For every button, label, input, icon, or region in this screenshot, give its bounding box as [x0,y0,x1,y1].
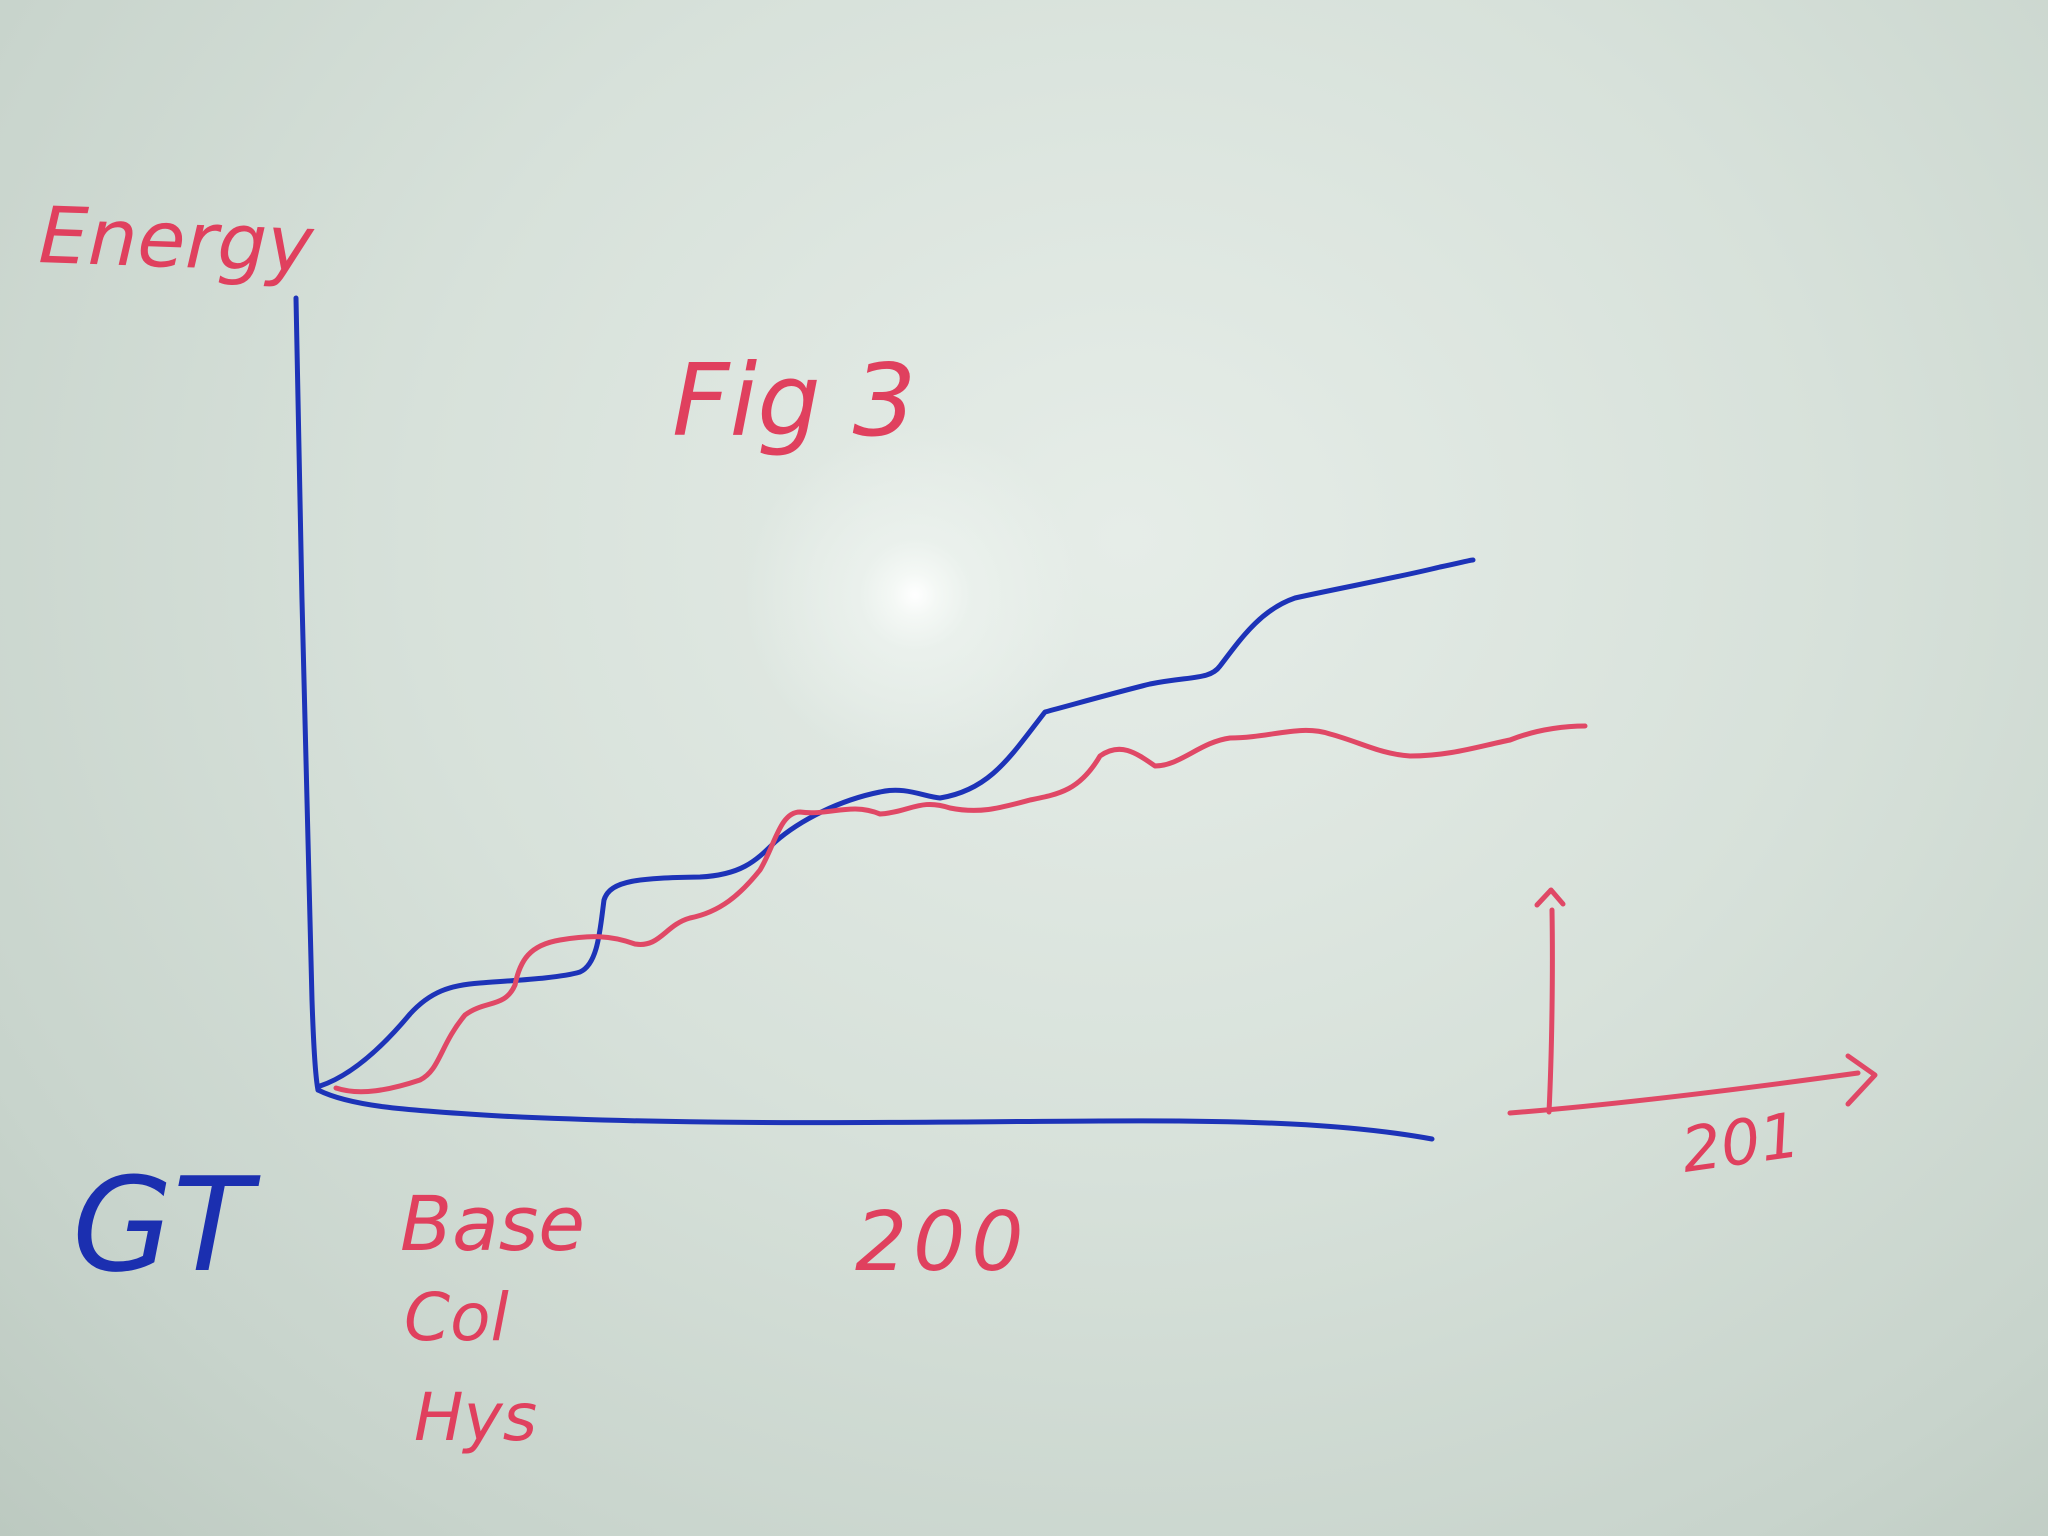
legend-item-col: Col [404,1279,509,1356]
red-curve [333,723,1588,1095]
small-y-axis [1546,907,1555,1115]
figure-label: Fig 3 [672,342,916,459]
small-y-arrowhead [1534,887,1566,908]
y-axis-label: Energy [37,191,316,291]
tick-label-201: 201 [1677,1098,1804,1187]
legend-item-base: Base [400,1179,585,1268]
small-x-axis [1507,1070,1861,1116]
gt-curve [317,557,1476,1089]
legend-item-hys: Hys [414,1379,537,1456]
tick-label-200: 200 [855,1195,1030,1290]
small-x-arrowhead [1845,1053,1878,1107]
gt-legend-label: GT [72,1149,261,1301]
x-axis [315,1087,1435,1142]
y-axis [293,295,321,1093]
